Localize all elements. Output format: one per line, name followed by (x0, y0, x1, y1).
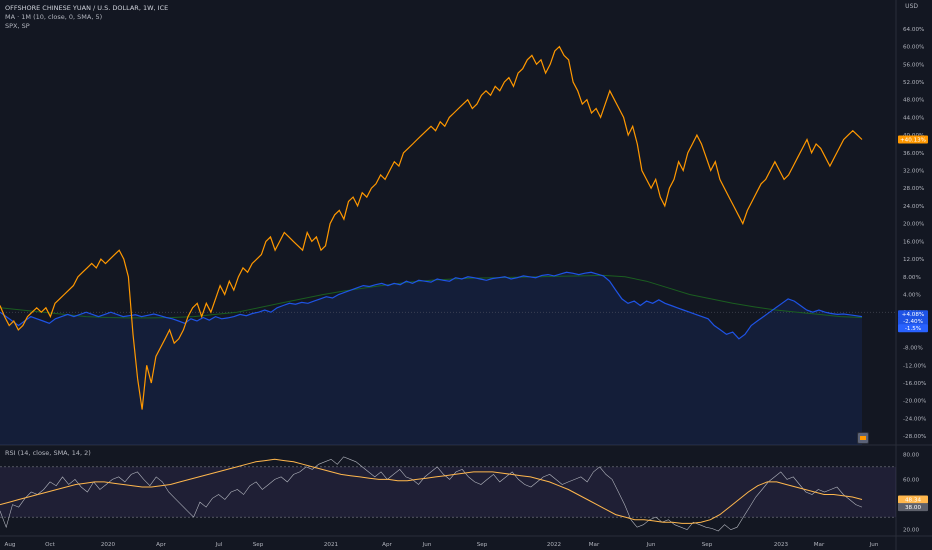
ma-last-value-bg (898, 324, 928, 333)
x-tick-label: Mar (589, 542, 600, 548)
x-tick-label: Jun (646, 542, 656, 548)
rsi-y-tick-label: 20.00 (903, 528, 919, 534)
y-tick-label: -8.00% (903, 346, 923, 352)
rsi-band-fill (0, 466, 896, 518)
x-tick-label: Mar (814, 542, 825, 548)
currency-label: USD (905, 3, 918, 10)
cny-last-value-bg (898, 317, 928, 326)
y-tick-label: 64.00% (903, 27, 924, 33)
x-tick-label: 2022 (547, 542, 561, 548)
x-tick-label: 2023 (774, 542, 789, 548)
y-tick-label: -12.00% (903, 363, 926, 369)
spx-last-value: +40.13% (900, 138, 926, 144)
y-tick-label: 4.00% (903, 292, 921, 298)
compare-legend[interactable]: SPX, SP (5, 22, 30, 30)
flag-icon[interactable] (857, 432, 869, 444)
x-tick-label: Sep (702, 542, 713, 548)
y-tick-label: 52.00% (903, 80, 924, 86)
extra-value-bg (898, 310, 928, 319)
y-tick-label: 20.00% (903, 222, 924, 228)
extra-value: +4.08% (902, 312, 924, 318)
x-tick-label: Jun (422, 542, 432, 548)
x-tick-label: 2020 (101, 542, 116, 548)
rsi-ma-last-value-bg (898, 495, 928, 504)
x-tick-label: Apr (156, 542, 166, 548)
rsi-last-value: 38.00 (905, 505, 921, 511)
y-tick-label: 16.00% (903, 239, 924, 245)
y-tick-label: -28.00% (903, 434, 926, 440)
x-tick-label: Sep (477, 542, 488, 548)
y-tick-label: 36.00% (903, 151, 924, 157)
cny-last-value: -2.40% (903, 319, 923, 325)
rsi-y-tick-label: 60.00 (903, 477, 919, 483)
cny-line (0, 271, 863, 340)
y-tick-label: 28.00% (903, 186, 924, 192)
rsi-y-tick-label: 80.00 (903, 452, 919, 458)
x-tick-label: Aug (5, 542, 16, 548)
y-tick-label: 12.00% (903, 257, 924, 263)
rsi-ma-line (0, 458, 863, 524)
x-tick-label: Oct (45, 542, 55, 548)
y-tick-label: -24.00% (903, 416, 926, 422)
ma-last-value: -1.5% (905, 326, 921, 332)
rsi-line (0, 456, 863, 532)
chart-title: OFFSHORE CHINESE YUAN / U.S. DOLLAR, 1W,… (5, 4, 169, 12)
spx-line (0, 45, 863, 410)
y-tick-label: 48.00% (903, 98, 924, 104)
y-tick-label: 24.00% (903, 204, 924, 210)
x-tick-label: Jul (215, 542, 223, 548)
rsi-last-value-bg (898, 503, 928, 512)
x-tick-label: 2021 (324, 542, 339, 548)
rsi-legend[interactable]: RSI (14, close, SMA, 14, 2) (5, 449, 91, 457)
y-tick-label: 56.00% (903, 62, 924, 68)
x-tick-label: Sep (253, 542, 264, 548)
y-tick-label: 44.00% (903, 115, 924, 121)
y-tick-label: 60.00% (903, 45, 924, 51)
x-tick-label: Jun (869, 542, 879, 548)
y-tick-label: 8.00% (903, 275, 921, 281)
y-tick-label: -16.00% (903, 381, 926, 387)
rsi-ma-last-value: 48.34 (905, 498, 921, 504)
spx-last-value-bg (898, 135, 928, 144)
y-tick-label: -20.00% (903, 399, 926, 405)
cny-area (0, 272, 862, 445)
y-tick-label: 32.00% (903, 169, 924, 175)
ma-legend[interactable]: MA · 1M (10, close, 0, SMA, 5) (5, 13, 103, 21)
ma-line (0, 274, 863, 319)
x-tick-label: Apr (382, 542, 392, 548)
